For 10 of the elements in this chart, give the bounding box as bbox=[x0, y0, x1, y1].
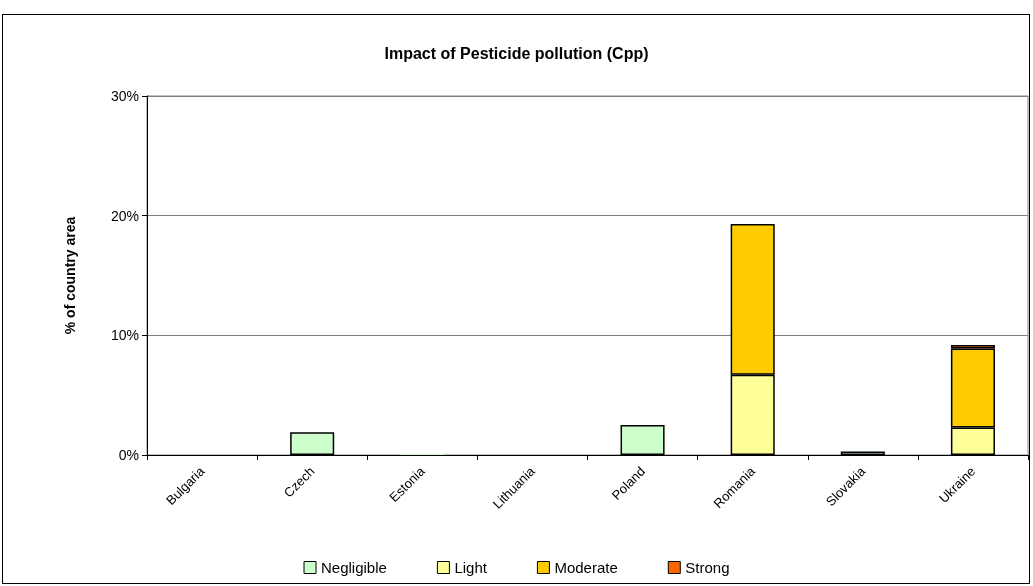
y-axis-title: % of country area bbox=[62, 216, 78, 335]
y-tick-label: 30% bbox=[110, 88, 139, 104]
legend-label: Negligible bbox=[321, 559, 387, 576]
y-tick-label: 0% bbox=[118, 447, 139, 463]
legend-label: Light bbox=[454, 559, 488, 576]
legend-label: Moderate bbox=[554, 559, 618, 576]
y-tick-label: 10% bbox=[110, 327, 139, 344]
chart-title: Impact of Pesticide pollution (Cpp) bbox=[384, 44, 649, 62]
legend-label: Strong bbox=[685, 559, 730, 576]
y-tick-label: 20% bbox=[110, 207, 139, 224]
